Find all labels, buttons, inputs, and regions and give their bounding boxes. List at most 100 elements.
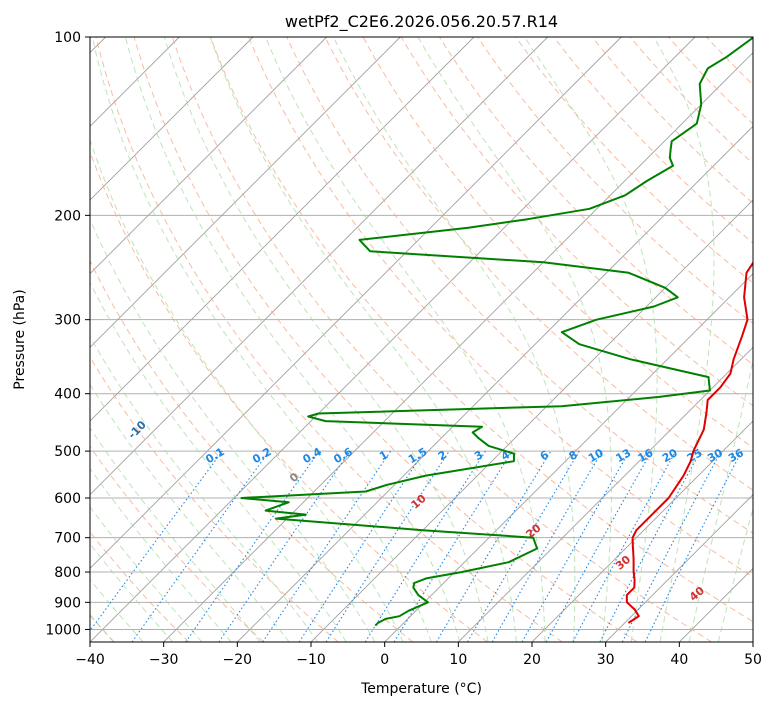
mixing-ratio-label: 2 <box>436 448 449 463</box>
x-axis: −40 −30 −20 −10 0 10 20 30 40 50 <box>75 642 762 668</box>
x-tick-label: 40 <box>670 652 688 668</box>
mixing-ratio-label: 0.6 <box>331 445 355 466</box>
mixing-ratio-label: 8 <box>567 448 580 463</box>
isotherm-line <box>237 125 753 642</box>
mixing-ratio-line <box>521 450 630 642</box>
dry-adiabat <box>248 37 753 578</box>
y-tick-label: 700 <box>54 531 81 547</box>
y-tick-label: 400 <box>54 387 81 403</box>
isotherm-line <box>90 37 327 275</box>
moist-adiabat <box>163 37 489 642</box>
dry-adiabat <box>90 150 488 642</box>
dry-adiabat <box>133 37 638 642</box>
profiles <box>240 37 753 627</box>
isotherm-line <box>90 37 548 496</box>
x-tick-label: 20 <box>523 652 541 668</box>
mixing-ratio-label: 36 <box>726 446 746 465</box>
isotherm-line <box>310 199 753 642</box>
x-tick-label: 10 <box>449 652 467 668</box>
mixing-ratio-label: 3 <box>472 448 485 463</box>
mixing-ratio-line <box>435 450 552 642</box>
dry-adiabat <box>95 37 563 642</box>
dry-adiabat <box>90 356 339 642</box>
moist-adiabat <box>524 37 658 642</box>
mixing-ratio-label: 30 <box>705 446 725 465</box>
x-tick-label: 30 <box>597 652 615 668</box>
isotherm-line <box>384 273 753 642</box>
dry-adiabat <box>90 259 414 642</box>
x-tick-label: −20 <box>223 652 253 668</box>
mixing-ratio-label: 1 <box>377 448 390 463</box>
mixing-ratio-line <box>218 450 351 642</box>
moist-adiabat <box>90 467 232 642</box>
isotherm-line <box>90 37 475 422</box>
moist-adiabat-label: 40 <box>687 584 707 604</box>
moist-adiabat-label: 30 <box>613 553 633 573</box>
dry-adiabat <box>362 37 753 449</box>
isotherm-line <box>531 420 753 642</box>
y-tick-label: 900 <box>54 595 81 611</box>
mixing-ratio-line <box>644 450 743 642</box>
moist-adiabat <box>90 281 347 642</box>
y-tick-label: 800 <box>54 565 81 581</box>
x-tick-label: −30 <box>149 652 179 668</box>
isotherm-line <box>605 494 753 642</box>
x-tick-label: 50 <box>744 652 762 668</box>
isotherm-line <box>163 52 753 642</box>
dry-adiabat <box>171 37 712 642</box>
x-tick-label: −40 <box>75 652 105 668</box>
mixing-ratio-line <box>90 450 223 632</box>
chart-title: wetPf2_C2E6.2026.056.20.57.R14 <box>285 12 558 32</box>
mixing-ratio-label: 0.4 <box>300 445 324 466</box>
moist-adiabat <box>90 383 290 642</box>
temperature-profile <box>625 261 753 624</box>
moist-adiabat-label: 10 <box>409 492 429 512</box>
dry-adiabat <box>477 37 753 325</box>
y-tick-label: 300 <box>54 313 81 329</box>
y-axis-label: Pressure (hPa) <box>12 289 28 389</box>
dewpoint-profile <box>240 37 753 627</box>
y-tick-label: 200 <box>54 208 81 224</box>
moist-adiabat <box>90 427 261 642</box>
y-tick-label: 1000 <box>45 622 81 638</box>
adiabat-labels: 0.1 0.2 0.4 0.6 1 1.5 2 3 4 6 8 10 13 16 20 25 30 36-1001… <box>126 418 747 604</box>
moist-adiabat <box>653 37 715 642</box>
isotherm-line <box>90 37 254 201</box>
mixing-ratio-label: 13 <box>613 446 633 465</box>
dry-adiabat <box>515 37 753 284</box>
isotherm-line <box>90 37 696 642</box>
dry-adiabat <box>668 37 753 125</box>
mixing-ratio-line <box>393 450 513 642</box>
moist-adiabat <box>90 506 203 642</box>
mixing-ratio-line <box>545 450 653 642</box>
x-tick-label: 0 <box>380 652 389 668</box>
moist-adiabat <box>209 37 517 642</box>
dry-adiabat <box>591 37 753 204</box>
moist-adiabat <box>90 138 404 642</box>
moist-adiabat <box>717 506 753 642</box>
mixing-ratio-line <box>325 450 450 642</box>
dry-adiabat <box>90 531 190 642</box>
mixing-ratio-line <box>364 450 486 642</box>
mixing-ratio-line <box>131 450 270 642</box>
moist-adiabat <box>417 37 612 642</box>
mixing-ratio-line <box>599 450 701 642</box>
moist-adiabat <box>125 37 461 642</box>
dry-adiabat <box>90 445 264 642</box>
mixing-ratio-label: 6 <box>538 448 551 463</box>
mixing-ratio-label: 20 <box>660 446 680 465</box>
moist-adiabat <box>265 37 546 642</box>
dry-adiabat <box>210 37 753 623</box>
mixing-ratio-line <box>572 450 677 642</box>
mixing-ratio-label: 10 <box>586 446 606 465</box>
x-axis-label: Temperature (°C) <box>360 681 482 697</box>
dry-adiabat <box>400 37 753 407</box>
isotherm-line <box>752 641 753 642</box>
y-tick-label: 500 <box>54 444 81 460</box>
dry-adiabat-label: -10 <box>126 418 149 441</box>
y-tick-label: 100 <box>54 30 81 46</box>
moist-adiabat <box>90 542 173 642</box>
isotherm-line <box>90 37 401 348</box>
moist-adiabat <box>91 37 432 642</box>
mixing-ratio-line <box>298 450 425 642</box>
